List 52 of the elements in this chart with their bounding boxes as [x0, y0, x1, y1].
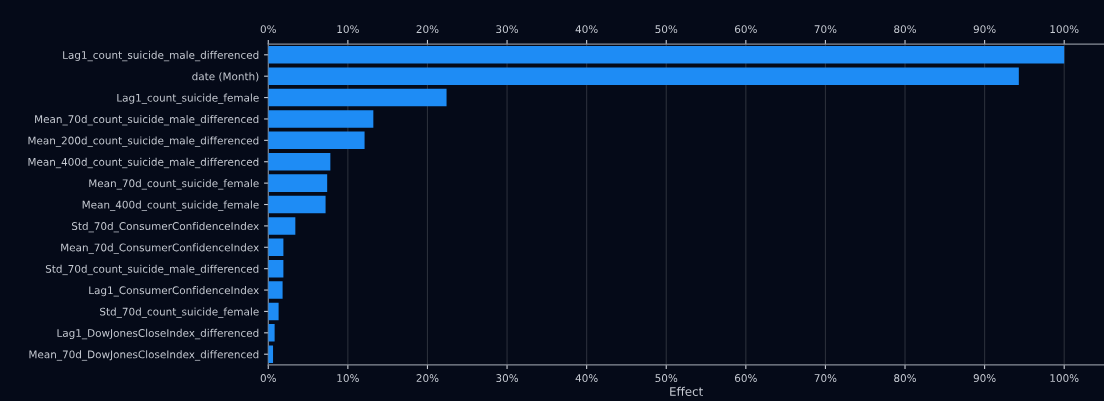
x2-tick-label: 80% [894, 25, 917, 34]
x2-tick-label: 30% [496, 25, 519, 34]
x2-tick-label: 90% [973, 25, 996, 34]
x-tick-label: 100% [1050, 374, 1079, 382]
x-tick-label: 20% [416, 374, 439, 382]
bar [268, 281, 283, 299]
x2-tick-label: 100% [1050, 25, 1079, 34]
x-tick-label: 80% [894, 374, 917, 382]
y-tick-label: Lag1_ConsumerConfidenceIndex [89, 286, 259, 297]
bar [268, 110, 374, 128]
x-tick-label: 60% [734, 374, 757, 382]
y-tick-label: Std_70d_count_suicide_female [100, 307, 259, 318]
x-axis-title: Effect [670, 386, 703, 396]
x2-tick-label: 70% [814, 25, 837, 34]
bar [268, 88, 447, 107]
y-tick-label: Mean_70d_ConsumerConfidenceIndex [61, 243, 259, 254]
y-tick-label: Std_70d_count_suicide_male_differenced [45, 264, 259, 276]
bar [268, 46, 1065, 64]
y-tick-label: Mean_70d_count_suicide_female [89, 179, 259, 190]
y-tick-label: Lag1_DowJonesCloseIndex_differenced [57, 328, 259, 340]
x2-tick-label: 40% [575, 25, 598, 34]
y-tick-label: Std_70d_ConsumerConfidenceIndex [71, 221, 259, 233]
bar [268, 195, 326, 214]
y-tick-label: Mean_70d_count_suicide_male_differenced [35, 115, 259, 126]
y-tick-label: Mean_400d_count_suicide_female [82, 200, 259, 211]
x-tick-label: 10% [337, 374, 359, 382]
x-tick-label: 50% [655, 374, 678, 382]
bar [268, 324, 275, 342]
x2-tick-label: 10% [337, 25, 359, 34]
x-tick-label: 70% [814, 374, 837, 382]
x2-tick-label: 20% [416, 25, 439, 34]
y-tick-label: Mean_400d_count_suicide_male_differenced [28, 157, 259, 169]
x-tick-label: 40% [575, 374, 598, 382]
y-tick-label: Lag1_count_suicide_male_differenced [63, 50, 259, 62]
bar [268, 238, 284, 257]
bar [268, 174, 328, 192]
y-tick-label: date (Month) [192, 72, 259, 82]
x-tick-label: 0% [260, 374, 276, 382]
x-tick-label: 90% [973, 374, 996, 382]
bar [268, 152, 331, 171]
x2-tick-label: 60% [734, 25, 757, 34]
x-tick-label: 30% [496, 374, 519, 382]
bar [268, 259, 284, 278]
y-tick-label: Mean_70d_DowJonesCloseIndex_differenced [29, 350, 259, 361]
bar [268, 217, 296, 235]
y-tick-label: Mean_200d_count_suicide_male_differenced [28, 136, 259, 147]
x2-tick-label: 0% [260, 25, 276, 34]
bar [268, 67, 1019, 85]
bar [268, 302, 279, 321]
y-tick-label: Lag1_count_suicide_female [117, 93, 259, 104]
x2-tick-label: 50% [655, 25, 678, 34]
bar [268, 131, 365, 150]
